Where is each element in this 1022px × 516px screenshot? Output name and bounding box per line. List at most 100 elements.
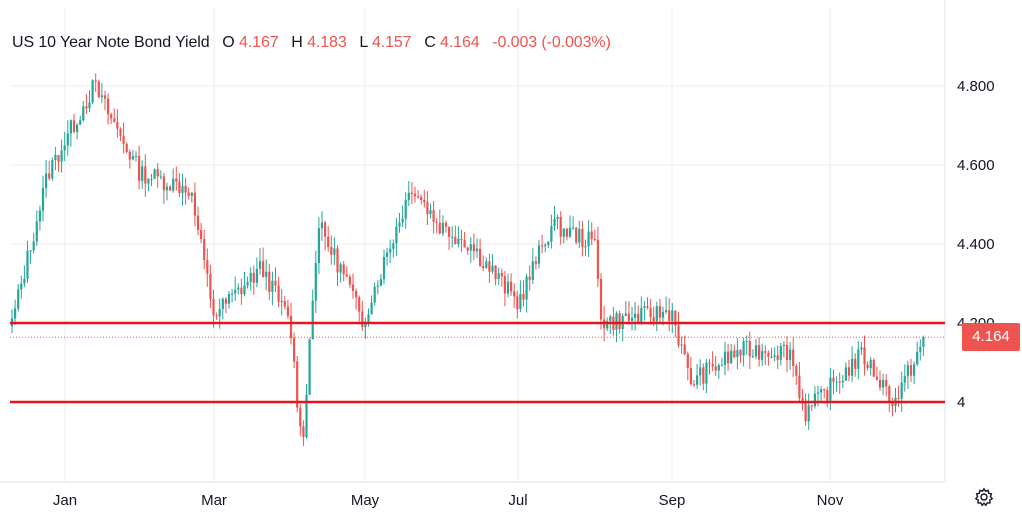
candle-body (82, 106, 85, 121)
candle-body (888, 386, 891, 401)
chart-header: US 10 Year Note Bond Yield O 4.167 H 4.1… (12, 34, 611, 52)
candle-body (506, 281, 510, 294)
candle-body (103, 95, 107, 99)
candle-body (426, 202, 429, 215)
candle-body (466, 247, 469, 251)
candle-body (559, 217, 562, 237)
candle-body (218, 309, 221, 317)
candle-body (534, 261, 537, 264)
candle-body (857, 349, 860, 369)
candle-body (293, 337, 296, 362)
candle-body (813, 393, 816, 407)
candle-body (686, 354, 689, 368)
candle-body (107, 98, 110, 115)
candle-body (550, 226, 553, 242)
candle-body (587, 231, 590, 247)
candle-body (364, 321, 367, 328)
candle-body (792, 349, 795, 367)
candle-body (262, 261, 265, 278)
candle-body (708, 362, 711, 364)
candle-body (733, 350, 736, 358)
candle-body (714, 366, 717, 371)
candle-body (240, 287, 243, 295)
candle-body (745, 341, 748, 343)
candle-body (897, 397, 900, 399)
candle-body (519, 294, 522, 310)
candle-body (891, 400, 894, 406)
candle-body (609, 316, 612, 322)
open-value: 4.167 (239, 34, 279, 51)
candle-body (751, 356, 754, 358)
candle-body (643, 306, 646, 308)
candle-body (847, 367, 851, 376)
candle-body (395, 226, 398, 244)
candle-body (463, 240, 466, 248)
candle-body (339, 264, 342, 273)
candle-body (88, 102, 91, 109)
candle-body (243, 285, 246, 295)
x-tick-label: Sep (659, 492, 686, 509)
candle-body (615, 313, 618, 330)
candle-body (503, 276, 506, 294)
candle-body (361, 311, 364, 328)
candle-body (150, 178, 153, 180)
candle-body (692, 384, 696, 386)
candle-body (742, 341, 745, 356)
candle-body (770, 357, 773, 359)
candle-body (268, 271, 271, 292)
candle-body (553, 218, 556, 227)
candle-body (85, 106, 88, 109)
candle-body (562, 228, 565, 237)
candle-body (215, 315, 218, 317)
candle-body (376, 285, 379, 287)
candle-body (761, 351, 764, 360)
candle-body (454, 236, 457, 244)
candle-body (568, 227, 572, 237)
candle-body (302, 426, 305, 438)
candle-body (878, 379, 882, 388)
candle-body (634, 313, 637, 318)
x-tick-label: Mar (201, 492, 227, 509)
candle-body (748, 341, 751, 357)
candle-body (280, 300, 283, 302)
candle-body (820, 389, 823, 393)
candle-body (798, 375, 801, 399)
candle-body (351, 284, 355, 291)
gear-icon[interactable] (974, 487, 994, 507)
candle-body (640, 307, 643, 324)
candle-body (482, 265, 485, 268)
candle-body (795, 366, 798, 376)
candle-body (537, 245, 541, 264)
candle-body (801, 398, 804, 404)
candle-body (63, 145, 66, 151)
candle-body (355, 290, 358, 298)
candle-body (333, 248, 336, 255)
candle-body (26, 250, 29, 279)
candle-body (382, 256, 386, 280)
candle-body (448, 226, 451, 237)
candle-body (258, 261, 262, 269)
candle-body (386, 252, 389, 257)
candle-body (661, 311, 665, 318)
candle-body (438, 222, 441, 234)
candle-body (252, 273, 255, 283)
candle-body (922, 337, 925, 347)
candle-body (138, 155, 141, 181)
candle-body (599, 278, 603, 320)
candle-body (485, 261, 488, 268)
candle-body (407, 192, 410, 200)
candle-body (169, 186, 172, 191)
candle-body (227, 293, 231, 304)
candle-body (125, 143, 128, 152)
open-label: O (222, 34, 235, 51)
candle-body (444, 222, 448, 227)
candle-body (348, 276, 351, 285)
candle-body (66, 133, 69, 146)
candle-body (556, 217, 559, 219)
candle-body (162, 176, 165, 191)
candle-body (175, 178, 178, 182)
candle-body (575, 227, 578, 243)
candle-body (869, 359, 872, 369)
